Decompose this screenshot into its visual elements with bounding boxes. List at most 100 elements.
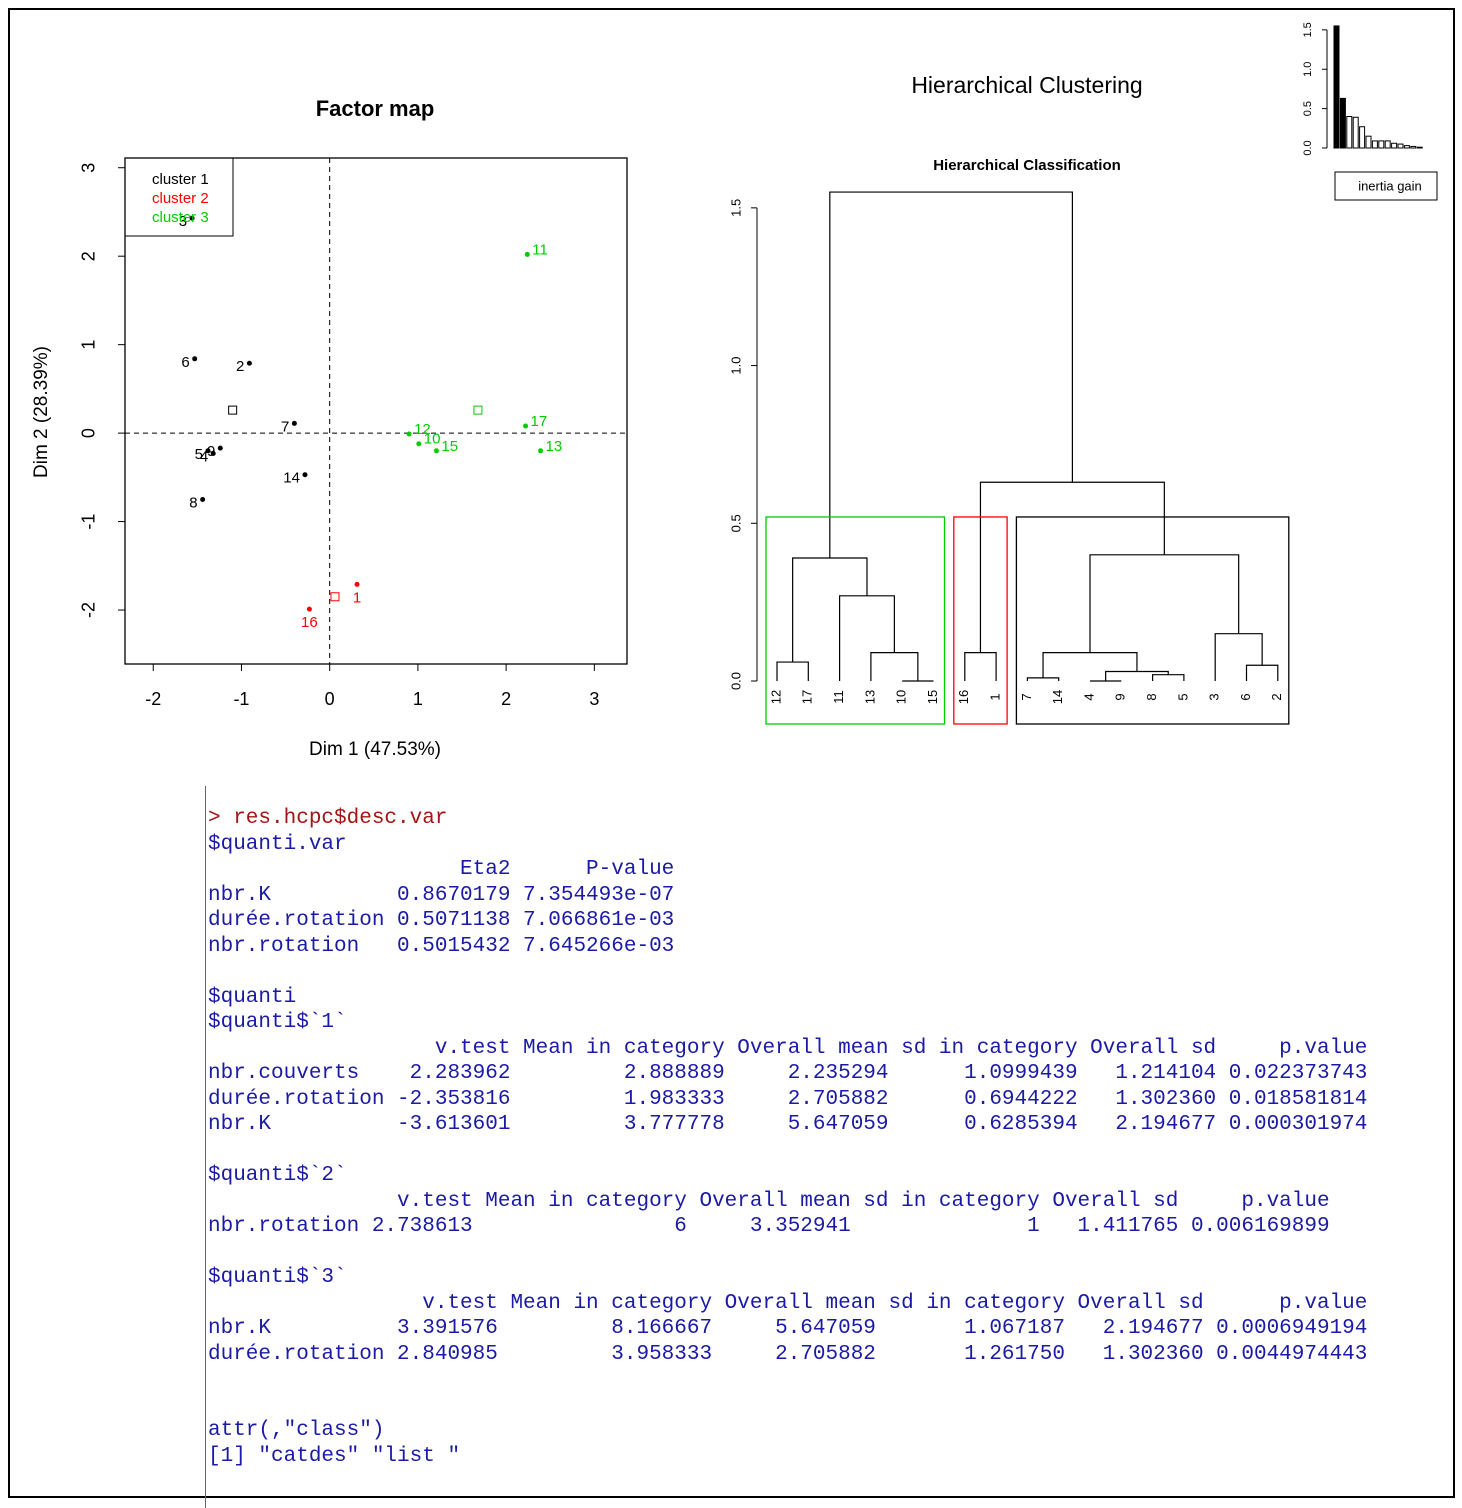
bar	[1397, 143, 1404, 149]
console-line: v.test Mean in category Overall mean sd …	[208, 1291, 1368, 1315]
point	[200, 496, 206, 502]
console-line: $quanti$`1`	[208, 1011, 347, 1034]
x-tick-label: 0	[325, 689, 335, 709]
cluster-center	[473, 405, 483, 415]
point	[189, 215, 195, 221]
point-label: 8	[189, 494, 197, 511]
factor-map-title: Factor map	[316, 96, 435, 121]
bar	[1410, 145, 1417, 149]
console-line: $quanti	[208, 985, 297, 1009]
console-line: attr(,"class")	[208, 1419, 385, 1442]
point-label: 1	[353, 589, 361, 606]
point	[246, 360, 252, 366]
y-tick-label: 3	[79, 163, 99, 173]
point-label: 12	[414, 421, 431, 438]
console-block: $quanti$`2` v.test Mean in category Over…	[208, 1163, 1448, 1240]
console-block: $quanti$`3` v.test Mean in category Over…	[208, 1265, 1448, 1367]
merge	[979, 481, 1165, 653]
console: > res.hcpc$desc.var $quanti.var Eta2 P-v…	[205, 786, 1448, 1508]
legend-entry: cluster 3	[152, 209, 209, 226]
cluster-center	[330, 592, 340, 602]
merge	[776, 661, 809, 681]
bar	[1365, 135, 1372, 149]
point-label: 11	[532, 241, 548, 258]
y-tick-label: 0.0	[728, 672, 743, 690]
console-line: durée.rotation 0.5071138 7.066861e-03	[208, 909, 675, 932]
console-line: $quanti$`3`	[208, 1266, 347, 1289]
merge	[1152, 674, 1185, 681]
point	[524, 251, 530, 257]
point-label: 7	[281, 418, 289, 435]
y-axis-label: Dim 2 (28.39%)	[31, 346, 52, 478]
x-tick-label: -1	[233, 689, 249, 709]
y-tick-label: 0	[79, 428, 99, 438]
y-tick-label: 2	[79, 251, 99, 261]
console-block: $quanti.var Eta2 P-value nbr.K 0.8670179 …	[208, 832, 1448, 960]
leaf-label: 4	[1081, 693, 1096, 700]
y-tick-label: -2	[79, 602, 99, 618]
bar	[1339, 97, 1346, 149]
y-tick-label: -1	[79, 514, 99, 530]
merge	[870, 652, 919, 681]
x-tick-label: 1	[413, 689, 423, 709]
merge	[1245, 664, 1279, 681]
merge	[839, 595, 895, 681]
point-label: 10	[424, 431, 441, 448]
legend-box	[1334, 171, 1438, 201]
charts: Factor map Dim 1 (47.53%) Dim 2 (28.39%)…	[31, 22, 1438, 760]
leaf-label: 11	[831, 690, 846, 704]
point	[306, 606, 312, 612]
bar	[1359, 126, 1366, 149]
bar	[1346, 116, 1353, 149]
point-label: 3	[179, 213, 187, 230]
leaf-label: 3	[1207, 693, 1222, 700]
point-label: 16	[301, 614, 318, 631]
point	[406, 431, 412, 437]
point-label: 4	[200, 448, 208, 465]
bar	[1416, 146, 1423, 149]
y-tick-label: 0.0	[1302, 140, 1314, 155]
leaf-label: 10	[894, 690, 909, 704]
point	[354, 581, 360, 587]
y-tick-label: 1.5	[728, 199, 743, 217]
leaf-label: 16	[956, 690, 971, 704]
x-axis-label: Dim 1 (47.53%)	[309, 739, 441, 760]
y-tick-label: 1	[79, 340, 99, 350]
point	[205, 448, 211, 454]
leaf-label: 6	[1238, 693, 1253, 700]
console-line: nbr.K 3.391576 8.166667 5.647059 1.06718…	[208, 1317, 1368, 1340]
leaf-label: 5	[1175, 693, 1190, 700]
y-tick-label: 0.5	[1302, 101, 1314, 116]
leaf-label: 1	[988, 693, 1003, 700]
console-command: > res.hcpc$desc.var	[208, 807, 448, 830]
point-label: 2	[236, 358, 244, 375]
merge	[792, 557, 868, 663]
console-line: $quanti.var	[208, 832, 347, 856]
console-line: nbr.rotation 0.5015432 7.645266e-03	[208, 934, 675, 958]
bar	[1378, 140, 1385, 149]
merge	[1105, 670, 1169, 681]
console-line: $quanti$`2`	[208, 1164, 347, 1187]
console-line: Eta2 P-value	[208, 858, 675, 881]
point	[217, 445, 223, 451]
merge	[829, 191, 1073, 558]
console-line: v.test Mean in category Overall mean sd …	[208, 1189, 1330, 1213]
bar	[1403, 145, 1410, 149]
y-tick-label: 1.5	[1302, 22, 1314, 37]
y-tick-label: 0.5	[728, 514, 743, 532]
merge	[1026, 677, 1060, 681]
leaf-label: 7	[1019, 693, 1034, 700]
plot-frame	[124, 157, 628, 665]
console-line: nbr.rotation 2.738613 6 3.352941 1 1.411…	[208, 1215, 1330, 1238]
console-line: v.test Mean in category Overall mean sd …	[208, 1036, 1368, 1060]
merge	[1042, 652, 1138, 678]
point	[291, 420, 297, 426]
x-tick-label: 2	[501, 689, 511, 709]
y-tick-label: 1.0	[1302, 62, 1314, 77]
legend-entry: cluster 2	[152, 190, 209, 207]
leaf-label: 8	[1144, 693, 1159, 700]
point-label: 6	[181, 354, 189, 371]
point-label: 14	[283, 470, 300, 487]
bar	[1352, 116, 1359, 149]
